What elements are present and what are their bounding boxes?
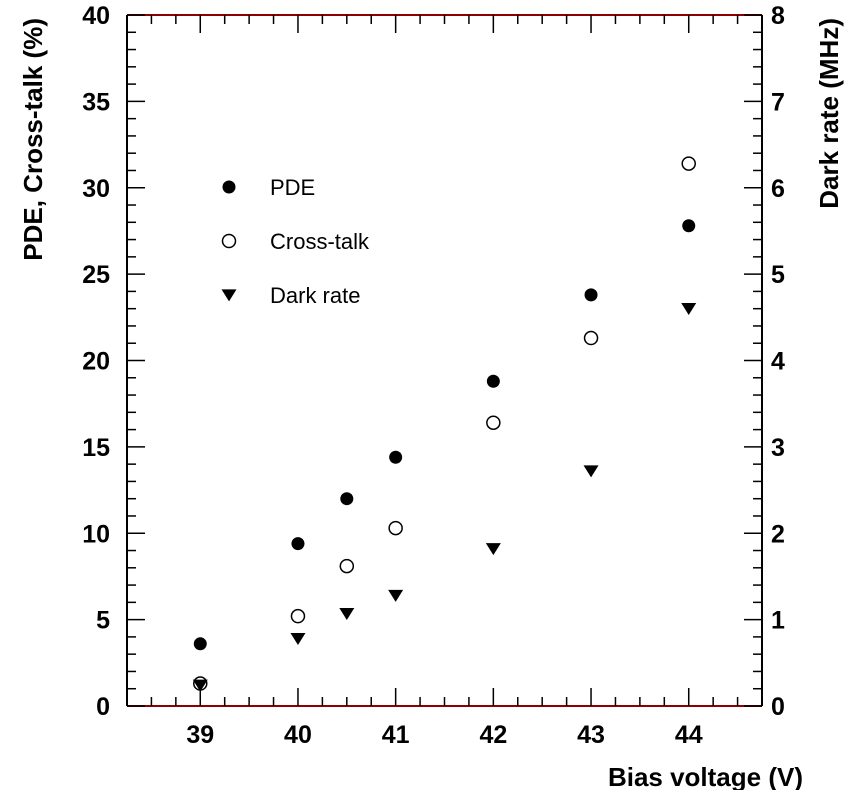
dark-rate-point <box>290 633 306 646</box>
x-tick-label: 40 <box>284 721 312 749</box>
x-tick-label: 43 <box>577 721 605 749</box>
y-tick-label: 40 <box>82 2 110 30</box>
pde-point <box>486 374 500 388</box>
dark-rate-point <box>583 465 599 478</box>
y2-tick-label: 5 <box>771 261 785 289</box>
legend-label: PDE <box>270 175 315 200</box>
legend-marker <box>221 233 237 249</box>
tick-labels: 39 40 41 42 43 44 0 5 10 15 20 25 30 35 40 0 1 2 3 4 5 6 7 8 <box>82 2 785 749</box>
legend-item: PDE <box>222 175 315 200</box>
cross-talk-point <box>339 558 355 574</box>
y-tick-label: 25 <box>82 261 110 289</box>
legend-label: Cross-talk <box>270 229 370 254</box>
dark-rate-point <box>485 543 501 556</box>
dark-rate-point <box>339 607 355 620</box>
y-tick-label: 30 <box>82 175 110 203</box>
legend-item: Cross-talk <box>221 229 370 254</box>
pde-point <box>682 219 696 233</box>
y-tick-label: 20 <box>82 348 110 376</box>
pde-point <box>340 492 354 506</box>
cross-talk-point <box>388 520 403 536</box>
pde-point <box>291 537 305 551</box>
y2-tick-label: 4 <box>771 348 785 376</box>
legend: PDE Cross-talk Dark rate <box>221 175 370 308</box>
legend-label: Dark rate <box>270 283 360 308</box>
y-tick-label: 5 <box>96 607 110 635</box>
dark-rate-point <box>681 303 697 316</box>
x-tick-label: 42 <box>479 721 507 749</box>
y2-tick-label: 8 <box>771 2 785 30</box>
y-tick-label: 35 <box>82 88 110 116</box>
pde-point <box>193 637 207 651</box>
dark-rate-point <box>192 679 208 692</box>
y-tick-label: 0 <box>96 693 110 721</box>
legend-marker <box>221 289 237 302</box>
cross-talk-point <box>486 415 501 430</box>
dark-rate-point <box>388 589 404 602</box>
pde-point <box>389 450 403 464</box>
y2-axis-title: Dark rate (MHz) <box>814 18 844 209</box>
ticks <box>126 14 763 707</box>
y2-tick-label: 6 <box>771 175 785 203</box>
y-axis-title: PDE, Cross-talk (%) <box>18 18 48 261</box>
cross-talk-point <box>681 156 696 171</box>
legend-marker <box>222 180 236 194</box>
y-tick-label: 15 <box>82 434 110 462</box>
x-tick-label: 39 <box>186 721 214 749</box>
x-tick-label: 44 <box>675 721 703 749</box>
x-tick-label: 41 <box>382 721 410 749</box>
pde-point <box>584 288 598 302</box>
data-markers <box>192 156 697 692</box>
legend-item: Dark rate <box>221 283 360 308</box>
y2-tick-label: 7 <box>771 88 785 116</box>
y-tick-label: 10 <box>82 520 110 548</box>
cross-talk-point <box>583 330 599 346</box>
x-axis-title: Bias voltage (V) <box>608 762 803 790</box>
axes <box>126 14 763 707</box>
y2-tick-label: 0 <box>771 693 785 721</box>
y2-tick-label: 2 <box>771 520 785 548</box>
cross-talk-point <box>290 608 306 624</box>
y2-tick-label: 3 <box>771 434 785 462</box>
y2-tick-label: 1 <box>771 607 785 635</box>
